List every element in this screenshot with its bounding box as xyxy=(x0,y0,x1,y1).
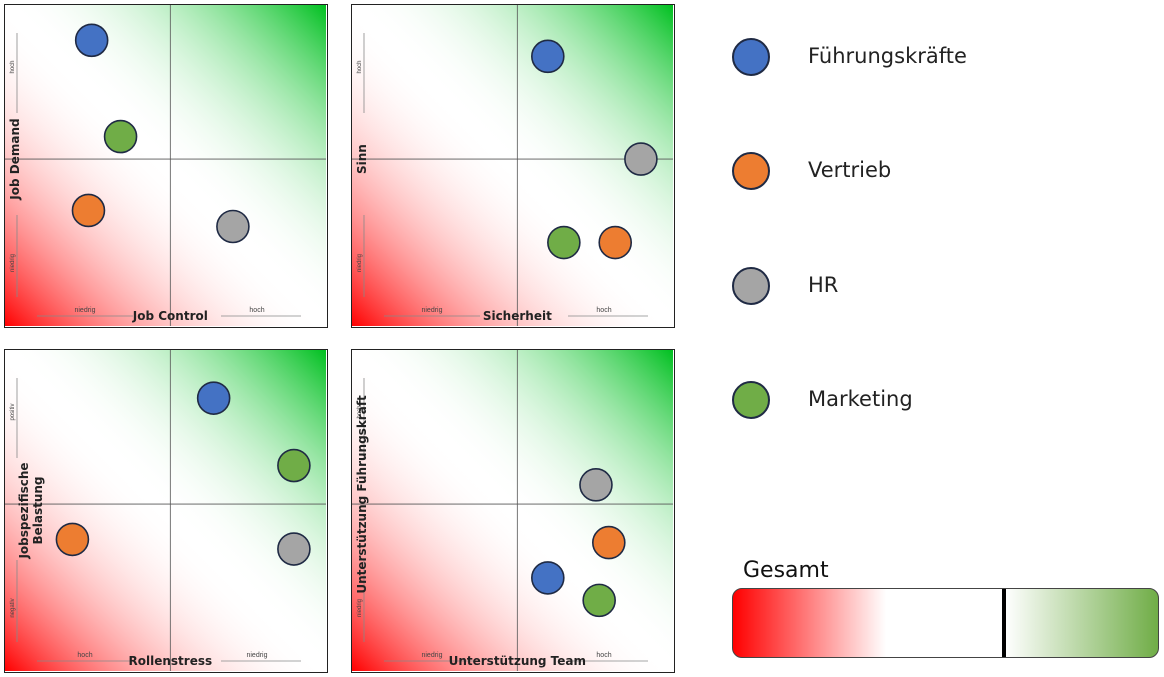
y-axis-title: Unterstützung Führungskraft xyxy=(355,395,369,594)
chart-fuehrungskraft-vs-team: niedrig hoch Unterstützung Team hoch niedrig… xyxy=(351,349,675,673)
y-axis-title: Sinn xyxy=(355,144,369,174)
chart-svg: niedrig hoch Sicherheit hoch niedrig Sinn xyxy=(352,5,673,326)
y-axis-title: JobspezifischeBelastung xyxy=(17,462,45,559)
legend-label-hr: HR xyxy=(808,273,839,297)
high-zone-gradient xyxy=(5,5,326,326)
x-low-label: niedrig xyxy=(74,307,95,314)
chart-svg: niedrig hoch Unterstützung Team hoch niedrig… xyxy=(352,350,673,671)
x-axis-title: Rollenstress xyxy=(129,654,213,668)
y-axis-title: Job Demand xyxy=(8,118,22,200)
point-fuehrungskraefte xyxy=(531,39,565,74)
legend-swatch-hr xyxy=(732,267,770,305)
point-marketing xyxy=(277,448,311,483)
point-hr xyxy=(277,532,311,566)
point-fuehrungskraefte xyxy=(531,561,565,595)
point-hr xyxy=(216,209,250,244)
high-zone-gradient xyxy=(352,350,673,671)
legend-swatch-vertrieb xyxy=(732,152,770,190)
point-marketing xyxy=(103,119,138,154)
high-zone-gradient xyxy=(352,5,673,326)
y-high-label: positiv xyxy=(10,403,16,420)
chart-belastung-vs-rollenstress: hoch niedrig Rollenstress positiv negativ Job… xyxy=(4,349,328,673)
point-hr xyxy=(579,468,613,502)
high-zone-gradient xyxy=(5,350,326,671)
x-low-label: hoch xyxy=(77,652,92,659)
point-fuehrungskraefte xyxy=(196,381,231,415)
chart-job-demand-vs-job-control: niedrig hoch Job Control hoch niedrig Job Dem… xyxy=(4,4,328,328)
y-low-label: negativ xyxy=(10,598,16,617)
gesamt-title: Gesamt xyxy=(743,558,829,583)
point-hr xyxy=(624,142,658,176)
x-low-label: niedrig xyxy=(421,307,442,314)
legend-label-fuehrungskraefte: Führungskräfte xyxy=(808,44,967,68)
x-high-label: hoch xyxy=(596,652,611,659)
x-high-label: niedrig xyxy=(246,652,267,659)
legend-swatch-marketing xyxy=(732,381,770,419)
x-axis-title: Job Control xyxy=(132,309,208,323)
point-marketing xyxy=(547,225,581,260)
x-high-label: hoch xyxy=(249,307,264,314)
legend-label-vertrieb: Vertrieb xyxy=(808,158,892,182)
point-vertrieb xyxy=(591,525,626,560)
chart-svg: niedrig hoch Job Control hoch niedrig Job Dem… xyxy=(5,5,326,326)
point-fuehrungskraefte xyxy=(74,23,109,58)
y-low-label: niedrig xyxy=(357,254,363,272)
point-vertrieb xyxy=(71,193,106,228)
chart-svg: hoch niedrig Rollenstress positiv negativ Job… xyxy=(5,350,326,671)
y-low-label: niedrig xyxy=(10,254,16,272)
y-high-label: hoch xyxy=(357,60,363,73)
y-high-label: hoch xyxy=(10,60,16,73)
legend-label-marketing: Marketing xyxy=(808,387,913,411)
y-low-label: niedrig xyxy=(357,599,363,617)
legend-swatch-fuehrungskraefte xyxy=(732,38,770,76)
x-low-label: niedrig xyxy=(421,652,442,659)
x-high-label: hoch xyxy=(596,307,611,314)
point-vertrieb xyxy=(55,522,90,557)
point-marketing xyxy=(582,583,616,618)
gesamt-gradient-bar xyxy=(732,588,1159,658)
x-axis-title: Sicherheit xyxy=(483,309,552,323)
point-vertrieb xyxy=(598,225,633,260)
gesamt-marker xyxy=(1002,589,1007,657)
x-axis-title: Unterstützung Team xyxy=(449,654,586,668)
y-high-label: hoch xyxy=(357,405,363,418)
chart-sinn-vs-sicherheit: niedrig hoch Sicherheit hoch niedrig Sinn xyxy=(351,4,675,328)
